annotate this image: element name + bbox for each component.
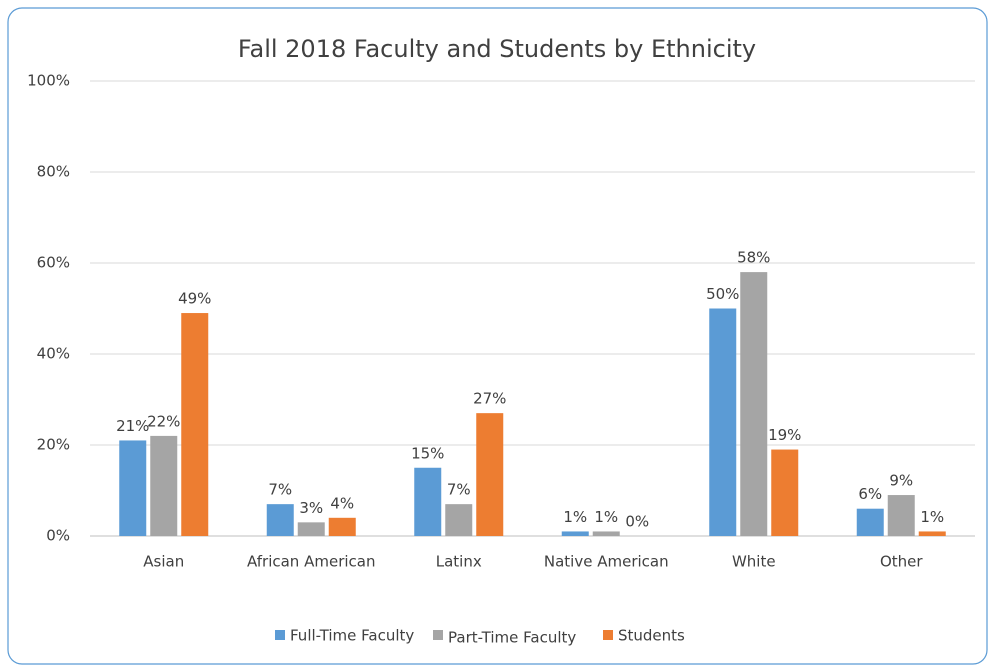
value-label: 1% [563, 508, 587, 526]
legend-swatch [275, 630, 285, 640]
value-label: 7% [447, 481, 471, 499]
legend-swatch [603, 630, 613, 640]
x-tick-label: Latinx [436, 553, 482, 571]
value-label: 27% [473, 390, 506, 408]
x-tick-label: Native American [544, 553, 669, 571]
value-label: 4% [330, 494, 354, 512]
value-label: 0% [625, 513, 649, 531]
value-label: 1% [920, 508, 944, 526]
value-label: 1% [594, 508, 618, 526]
bar [414, 467, 442, 536]
bar [181, 313, 209, 536]
bar [709, 308, 737, 536]
bar [771, 449, 799, 536]
bar [918, 531, 946, 536]
bar [119, 440, 147, 536]
legend-swatch [433, 630, 443, 640]
y-tick-label: 60% [37, 254, 70, 272]
legend-label: Full-Time Faculty [290, 627, 414, 645]
bar [856, 508, 884, 536]
chart-title: Fall 2018 Faculty and Students by Ethnic… [238, 35, 756, 63]
y-tick-label: 80% [37, 163, 70, 181]
y-tick-label: 0% [46, 527, 70, 545]
value-label: 58% [737, 249, 770, 267]
bar [887, 495, 915, 536]
x-tick-label: Other [880, 553, 923, 571]
bar [561, 531, 589, 536]
value-label: 49% [178, 290, 211, 308]
value-label: 3% [299, 499, 323, 517]
x-tick-label: Asian [143, 553, 184, 571]
bar [476, 413, 504, 536]
value-label: 19% [768, 426, 801, 444]
value-label: 50% [706, 285, 739, 303]
bar [592, 531, 620, 536]
value-label: 7% [268, 481, 292, 499]
x-tick-label: White [732, 553, 776, 571]
value-label: 22% [147, 412, 180, 430]
bar [266, 504, 294, 536]
bar [150, 435, 178, 536]
bar [445, 504, 473, 536]
y-tick-label: 100% [27, 72, 70, 90]
legend-label: Students [618, 627, 685, 645]
bar [297, 522, 325, 536]
y-tick-label: 40% [37, 345, 70, 363]
legend-label: Part-Time Faculty [448, 629, 576, 647]
bar [328, 517, 356, 536]
value-label: 21% [116, 417, 149, 435]
x-tick-label: African American [247, 553, 375, 571]
value-label: 6% [858, 485, 882, 503]
value-label: 15% [411, 444, 444, 462]
y-tick-label: 20% [37, 436, 70, 454]
bar [740, 272, 768, 536]
value-label: 9% [889, 472, 913, 490]
